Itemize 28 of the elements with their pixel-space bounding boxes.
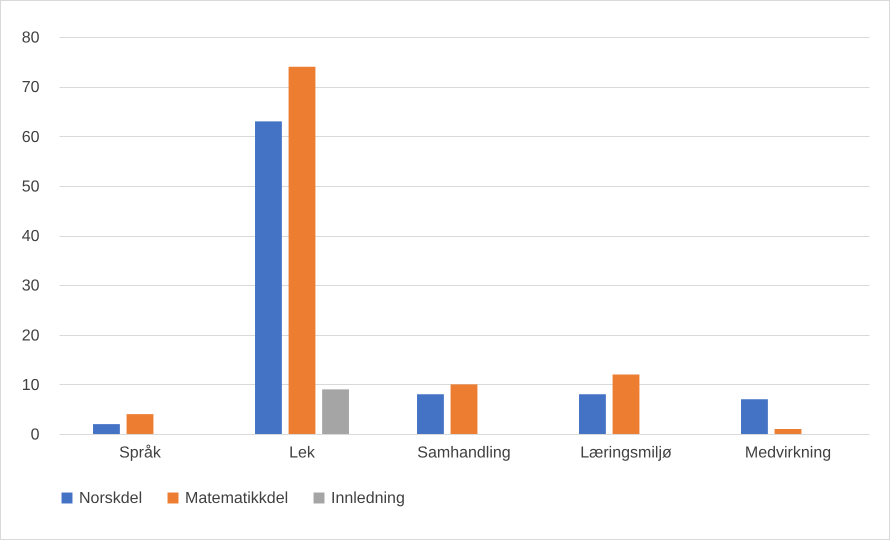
legend-label: Norskdel [79, 490, 142, 507]
bar [93, 424, 120, 434]
bar [741, 399, 768, 434]
bar [579, 394, 606, 434]
x-tick-label: Lek [289, 444, 316, 462]
bar [322, 389, 349, 434]
bar [450, 384, 478, 434]
y-tick-label: 10 [22, 376, 40, 394]
bar [417, 394, 444, 434]
legend-label: Innledning [331, 490, 405, 507]
y-tick-label: 70 [22, 79, 40, 96]
bar [288, 66, 316, 434]
y-tick-label: 60 [22, 128, 40, 146]
bar [126, 414, 154, 434]
y-tick-label: 30 [22, 278, 40, 295]
y-tick-label: 20 [22, 327, 40, 344]
x-tick-label: Læringsmiljø [580, 444, 672, 462]
legend-label: Matematikkdel [185, 490, 288, 507]
y-tick-label: 50 [22, 178, 40, 196]
bar [255, 121, 282, 434]
y-tick-label: 40 [22, 228, 40, 245]
y-tick-label: 80 [22, 30, 40, 46]
x-tick-label: Språk [119, 444, 162, 462]
x-tick-label: Samhandling [417, 444, 511, 462]
x-tick-label: Medvirkning [744, 444, 832, 462]
bar [774, 429, 802, 434]
y-tick-label: 0 [30, 426, 40, 444]
bar [612, 374, 640, 434]
